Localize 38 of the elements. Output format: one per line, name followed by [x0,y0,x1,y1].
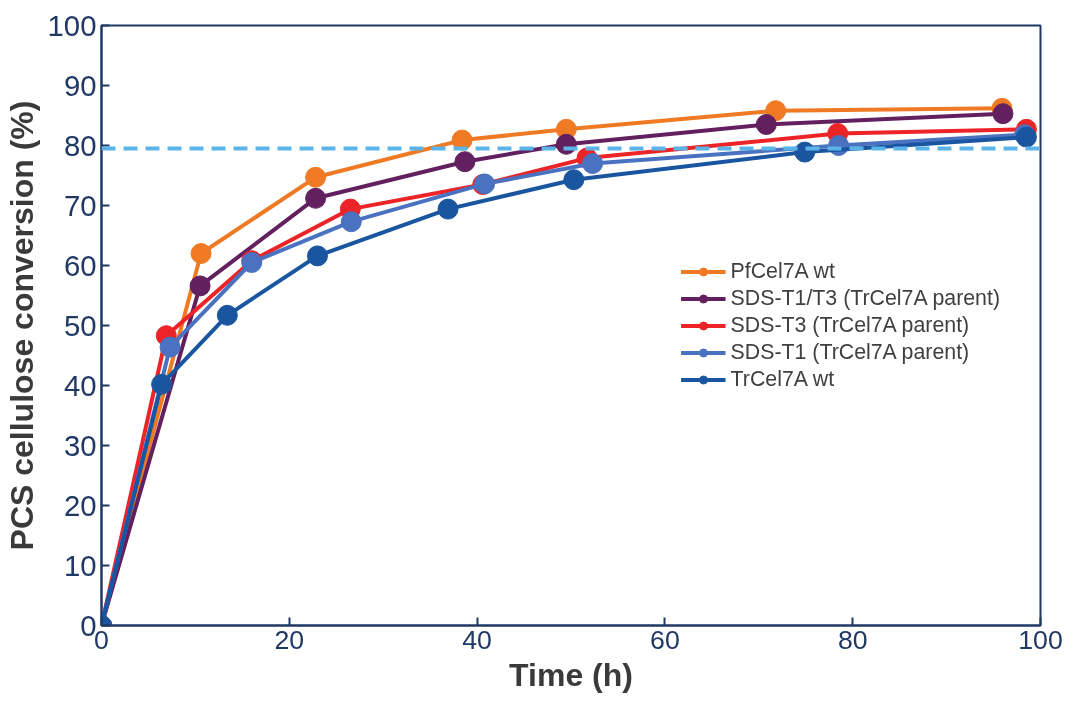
point [454,151,476,173]
y-tick-label: 10 [63,548,97,582]
point [305,166,327,188]
point [216,304,238,326]
y-tick-label: 30 [63,428,97,462]
point [437,198,459,220]
y-tick-label: 90 [63,68,97,102]
x-tick-label: 60 [650,624,680,655]
point [582,153,604,174]
x-tick-label: 100 [1018,624,1063,655]
point [755,114,777,135]
point [159,336,181,358]
y-tick-label: 60 [63,248,97,282]
point [190,243,212,264]
x-axis-title: Time (h) [509,656,633,693]
y-tick-label: 100 [47,8,97,42]
point [306,245,328,267]
point [992,103,1014,125]
point [563,169,585,191]
legend-label: SDS-T3 (TrCel7A parent) [730,312,970,338]
legend-label: SDS-T1 (TrCel7A parent) [730,339,970,365]
point [451,129,473,151]
y-tick-label: 50 [63,308,97,342]
legend-label: PfCel7A wt [730,258,835,284]
point [189,275,211,297]
y-tick-label: 20 [63,488,97,522]
legend-label: TrCel7A wt [730,366,835,392]
y-tick-label: 70 [63,188,97,222]
point [340,211,362,233]
legend-label: SDS-T1/T3 (TrCel7A parent) [730,285,1000,311]
point [305,187,327,209]
point [151,373,173,395]
x-tick-label: 80 [837,624,868,655]
y-tick-label: 40 [63,368,97,402]
x-tick-label: 20 [274,624,305,655]
y-axis-title: PCS cellulose conversion (%) [3,100,40,551]
y-tick-label: 80 [63,128,97,162]
x-tick-label: 40 [462,624,492,655]
